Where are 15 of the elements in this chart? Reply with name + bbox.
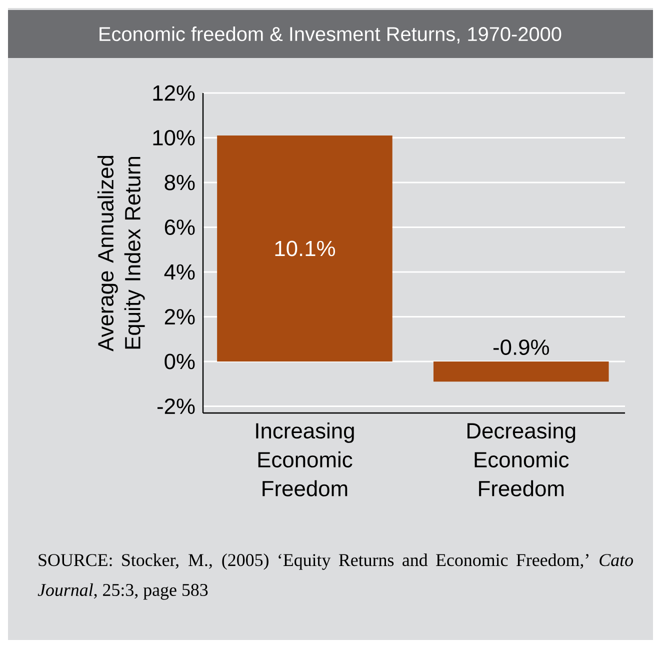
data-label: 10.1% (275, 240, 335, 256)
x-tick-label: Decreasing Economic Freedom (467, 422, 576, 496)
x-tick-label: Increasing Economic Freedom (256, 422, 354, 496)
y-tick-label: 12% (153, 85, 195, 101)
y-tick-label: 2% (164, 309, 195, 324)
y-tick-label: 4% (164, 264, 195, 280)
text: SOURCE: Stocker, M., (2005) ‘Equity Returns and Economic Freedom,’ Cato Journal, 25:3, page 583 (38, 553, 633, 600)
data-label: -0.9% (493, 339, 549, 355)
y-tick-label: 0% (164, 354, 195, 370)
y-tick-label: 6% (164, 219, 195, 236)
y-axis-title: Average Annualized Equity Index Return (97, 156, 145, 352)
y-tick-label: 10% (153, 130, 195, 146)
y-tick-label: 8% (164, 174, 195, 190)
y-tick-label: -2% (157, 398, 195, 414)
chart-title: Economic freedom & Invesment Returns, 1970-2000 (100, 26, 562, 44)
